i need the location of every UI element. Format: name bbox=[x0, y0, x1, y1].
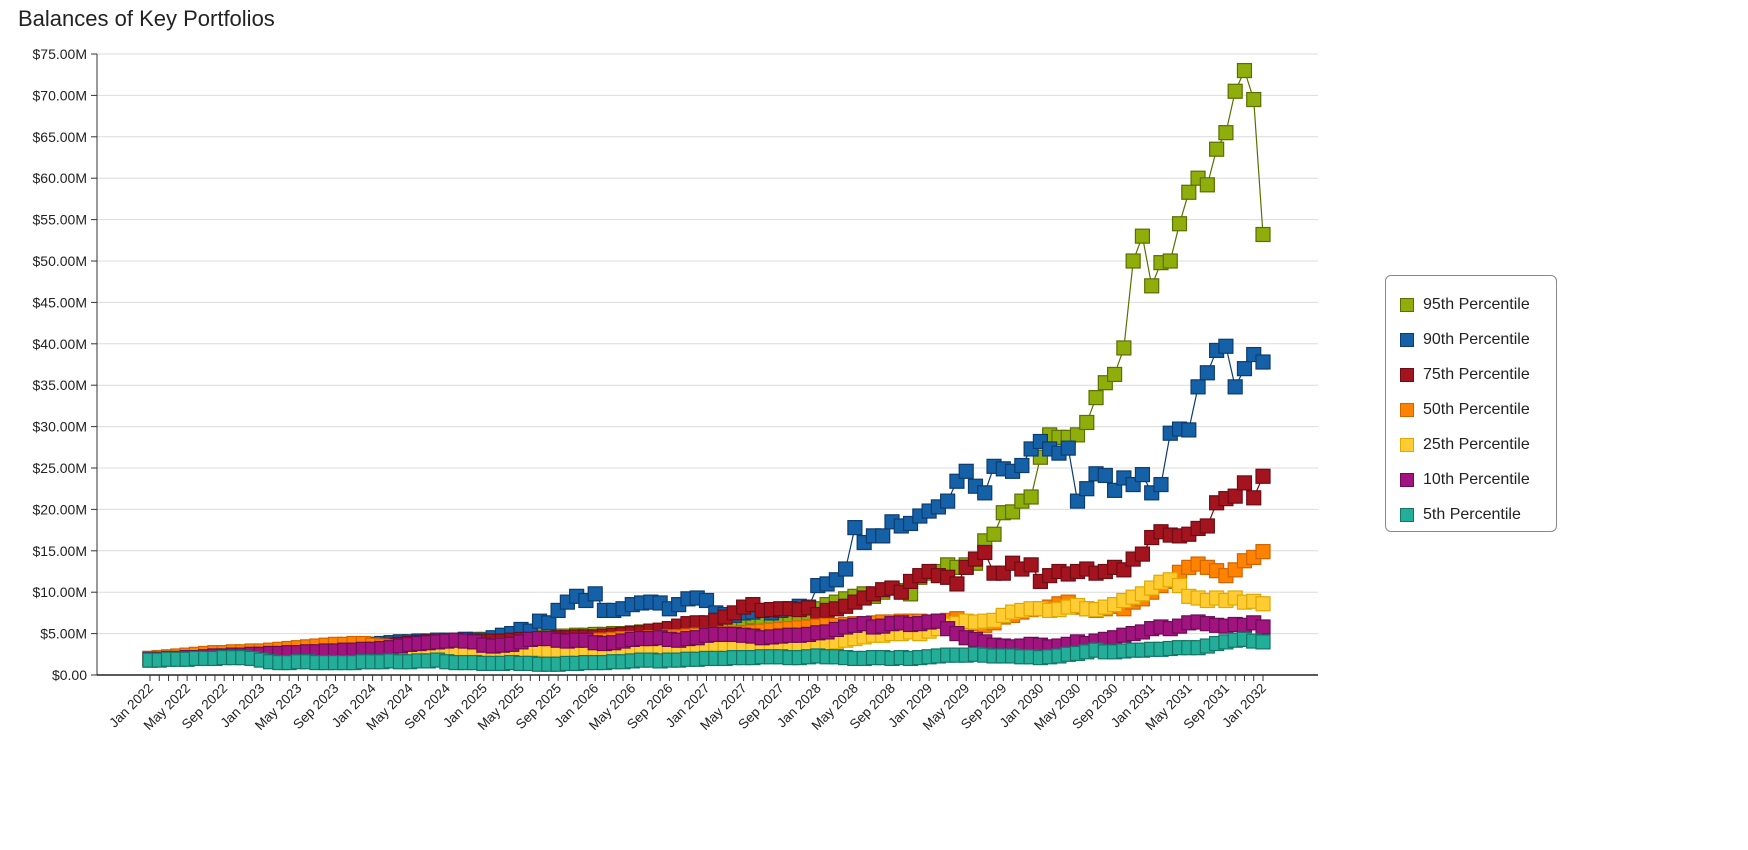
data-point bbox=[1134, 228, 1151, 244]
data-point bbox=[1199, 177, 1215, 193]
data-point bbox=[1106, 482, 1123, 498]
legend-swatch bbox=[1400, 367, 1414, 382]
legend-item[interactable]: 5th Percentile bbox=[1400, 497, 1556, 532]
data-point bbox=[1255, 468, 1271, 484]
data-point bbox=[977, 485, 993, 501]
data-point bbox=[940, 493, 956, 509]
data-point bbox=[1125, 253, 1141, 269]
data-point bbox=[1153, 476, 1169, 493]
data-point bbox=[1079, 414, 1095, 431]
y-tick-label: $15.00M bbox=[33, 543, 87, 559]
data-point bbox=[1255, 354, 1271, 370]
y-tick-label: $65.00M bbox=[33, 129, 87, 145]
data-point bbox=[1236, 475, 1253, 491]
data-point bbox=[1079, 481, 1095, 497]
chart-legend: 95th Percentile 90th Percentile 75th Perce… bbox=[1385, 275, 1557, 532]
y-tick-label: $5.00M bbox=[40, 626, 87, 642]
y-tick-label: $50.00M bbox=[33, 253, 87, 269]
legend-label: 5th Percentile bbox=[1423, 505, 1521, 523]
data-point bbox=[1106, 366, 1123, 383]
data-point bbox=[1162, 253, 1178, 269]
y-tick-label: $25.00M bbox=[33, 460, 87, 476]
legend-label: 25th Percentile bbox=[1423, 435, 1530, 453]
legend-swatch bbox=[1400, 332, 1414, 347]
data-point bbox=[1069, 427, 1086, 443]
chart-title: Balances of Key Portfolios bbox=[18, 6, 275, 31]
y-tick-label: $40.00M bbox=[33, 336, 87, 352]
data-point bbox=[875, 528, 891, 544]
data-point bbox=[1069, 493, 1086, 509]
y-tick-label: $35.00M bbox=[33, 377, 87, 393]
data-point bbox=[1181, 422, 1197, 438]
data-point bbox=[698, 592, 715, 609]
y-tick-label: $60.00M bbox=[33, 170, 87, 186]
legend-label: 10th Percentile bbox=[1423, 470, 1530, 488]
data-point bbox=[1116, 340, 1132, 356]
y-tick-label: $45.00M bbox=[33, 294, 87, 310]
legend-swatch bbox=[1400, 402, 1414, 417]
legend-item[interactable]: 25th Percentile bbox=[1400, 427, 1556, 462]
data-point bbox=[1014, 457, 1030, 474]
data-point bbox=[541, 615, 557, 631]
y-tick-label: $10.00M bbox=[33, 584, 87, 600]
data-point bbox=[1144, 278, 1160, 294]
data-point bbox=[949, 576, 965, 592]
data-point bbox=[1218, 125, 1234, 141]
data-point bbox=[838, 561, 854, 577]
legend-item[interactable]: 75th Percentile bbox=[1400, 357, 1556, 392]
data-point bbox=[587, 586, 603, 602]
data-point bbox=[1171, 216, 1188, 232]
legend-label: 75th Percentile bbox=[1423, 365, 1530, 383]
legend-label: 90th Percentile bbox=[1423, 330, 1530, 348]
data-point bbox=[1088, 390, 1104, 406]
legend-swatch bbox=[1400, 437, 1414, 452]
y-tick-label: $70.00M bbox=[33, 87, 87, 103]
data-point bbox=[1190, 379, 1206, 395]
data-point bbox=[1255, 596, 1271, 612]
data-point bbox=[1227, 379, 1243, 395]
legend-swatch bbox=[1400, 507, 1414, 522]
data-point bbox=[1218, 338, 1234, 354]
data-point bbox=[1023, 557, 1039, 573]
y-tick-label: $30.00M bbox=[33, 419, 87, 435]
data-point bbox=[1134, 467, 1151, 483]
legend-swatch bbox=[1400, 472, 1414, 487]
data-point bbox=[1246, 490, 1262, 506]
data-point bbox=[1255, 619, 1271, 635]
legend-label: 50th Percentile bbox=[1423, 400, 1530, 418]
data-point bbox=[1227, 83, 1243, 99]
data-point bbox=[986, 526, 1002, 542]
data-point bbox=[1134, 546, 1151, 562]
data-point bbox=[847, 520, 863, 536]
legend-item[interactable]: 50th Percentile bbox=[1400, 392, 1556, 427]
data-point bbox=[1199, 518, 1215, 534]
y-tick-label: $20.00M bbox=[33, 501, 87, 517]
data-point bbox=[1236, 361, 1253, 377]
legend-item[interactable]: 10th Percentile bbox=[1400, 462, 1556, 497]
data-point bbox=[1060, 440, 1076, 456]
y-tick-label: $55.00M bbox=[33, 212, 87, 228]
legend-label: 95th Percentile bbox=[1423, 295, 1530, 313]
data-point bbox=[1199, 365, 1215, 381]
data-point bbox=[1023, 489, 1039, 505]
legend-item[interactable]: 90th Percentile bbox=[1400, 322, 1556, 357]
data-point bbox=[1227, 488, 1243, 504]
data-point bbox=[958, 463, 974, 479]
y-tick-label: $0.00 bbox=[52, 667, 87, 683]
legend-item[interactable]: 95th Percentile bbox=[1400, 287, 1556, 322]
legend-swatch bbox=[1400, 297, 1414, 312]
data-point bbox=[1255, 544, 1271, 560]
data-point bbox=[1246, 91, 1262, 108]
data-point bbox=[1181, 184, 1197, 200]
y-tick-label: $75.00M bbox=[33, 46, 87, 62]
data-point bbox=[1236, 62, 1253, 79]
data-point bbox=[1097, 467, 1113, 484]
data-point bbox=[1255, 226, 1271, 243]
data-point bbox=[1209, 141, 1225, 157]
data-point bbox=[977, 544, 993, 561]
data-point bbox=[1255, 634, 1271, 650]
